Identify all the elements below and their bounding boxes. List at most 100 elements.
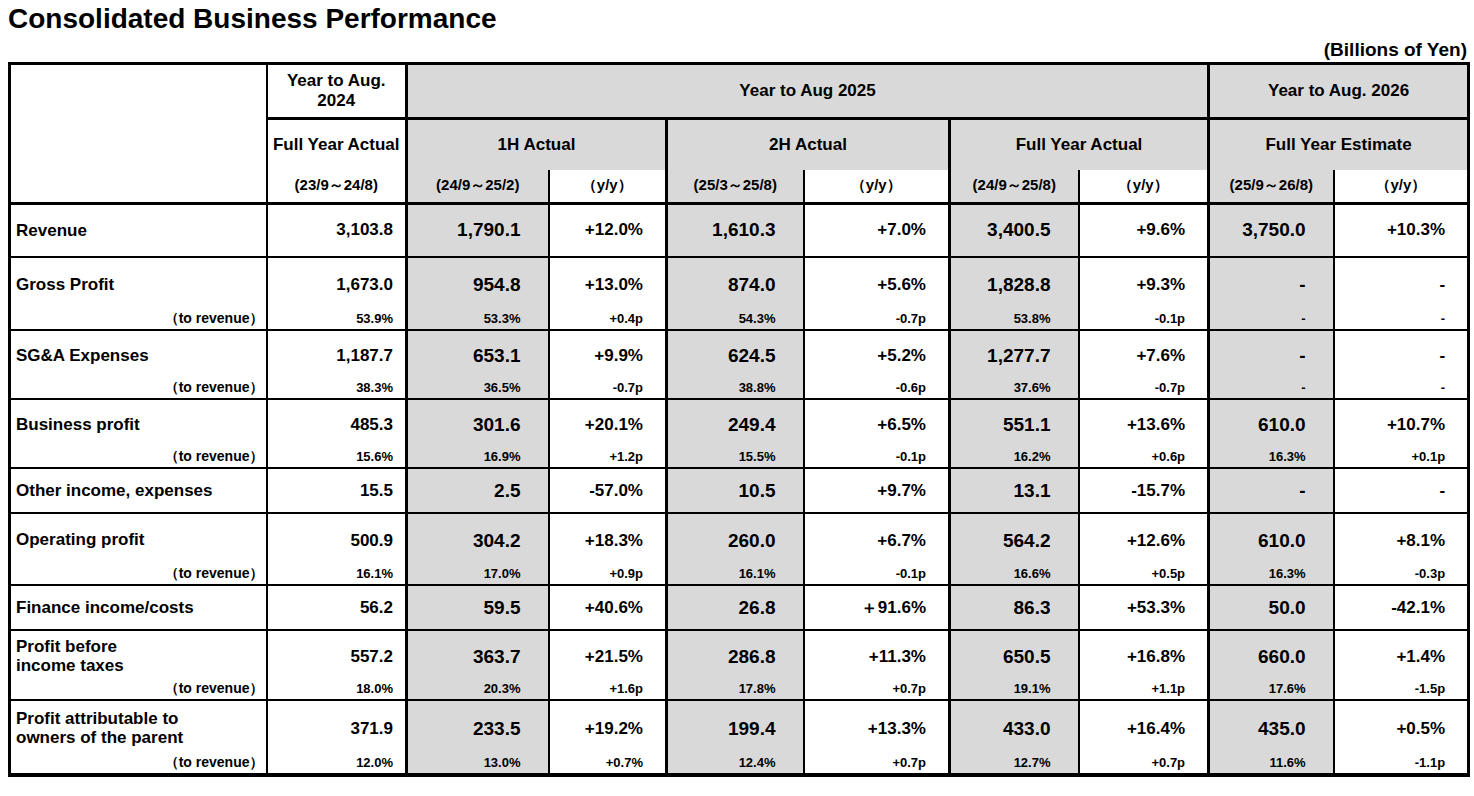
- cell-sub-value: +0.9p: [550, 567, 644, 584]
- cell-profit-before-income-taxes-fy2024: 557.218.0%: [267, 630, 407, 700]
- row-title: SG&A Expenses: [11, 331, 266, 380]
- cell-sub-value: 53.9%: [268, 312, 394, 329]
- row-label-revenue: Revenue: [10, 203, 267, 257]
- cell-sub-value: 16.6%: [951, 567, 1051, 584]
- cell-value: -: [1335, 331, 1446, 381]
- cell-profit-before-income-taxes-2h-yy: +11.3%+0.7p: [804, 630, 950, 700]
- cell-sg-a-expenses-fy-yy: +7.6%-0.7p: [1079, 330, 1209, 399]
- cell-business-profit-fy2024: 485.315.6%: [267, 399, 407, 468]
- cell-value: 1,673.0: [268, 258, 394, 312]
- cell-sub-value: -0.7p: [805, 312, 927, 329]
- period-fy: (24/9～25/8): [950, 170, 1079, 203]
- period-1h: (24/9～25/2): [407, 170, 549, 203]
- cell-sg-a-expenses-1h-yy: +9.9%-0.7p: [549, 330, 667, 399]
- header-year-2026: Year to Aug. 2026: [1209, 63, 1469, 118]
- cell-sub-value: -0.1p: [1080, 312, 1186, 329]
- cell-operating-profit-fy2024: 500.916.1%: [267, 513, 407, 585]
- cell-gross-profit-fy2024: 1,673.053.9%: [267, 257, 407, 330]
- cell-sub-value: 38.8%: [668, 381, 776, 398]
- cell-value: 199.4: [668, 701, 776, 756]
- cell-value: +16.8%: [1080, 631, 1186, 682]
- cell-sub-value: 16.1%: [268, 567, 394, 584]
- row-label-profit-attributable-to-owners-of-the-parent: Profit attributable to owners of the par…: [10, 700, 267, 775]
- header-2h-actual: 2H Actual: [667, 118, 950, 170]
- cell-sub-value: 53.3%: [408, 312, 521, 329]
- cell-value: -: [1210, 469, 1306, 512]
- header-fy-estimate: Full Year Estimate: [1209, 118, 1469, 170]
- cell-sub-value: +0.7p: [1080, 756, 1186, 773]
- cell-value: +9.6%: [1080, 205, 1186, 257]
- cell-sub-value: 37.6%: [951, 381, 1051, 398]
- cell-value: 954.8: [408, 258, 521, 312]
- cell-sub-value: 16.9%: [408, 450, 521, 467]
- cell-value: +0.5%: [1335, 701, 1446, 756]
- cell-operating-profit-estimate-yy: +8.1%-0.3p: [1334, 513, 1469, 585]
- cell-business-profit-estimate: 610.016.3%: [1209, 399, 1334, 468]
- cell-sub-value: -: [1210, 312, 1306, 329]
- cell-value: +16.4%: [1080, 701, 1186, 756]
- cell-revenue-fy2024: 3,103.8: [267, 203, 407, 257]
- cell-sub-value: 53.8%: [951, 312, 1051, 329]
- cell-value: 610.0: [1210, 514, 1306, 567]
- cell-value: 1,610.3: [668, 205, 776, 257]
- cell-value: +6.5%: [805, 400, 927, 450]
- cell-sub-value: 16.3%: [1210, 567, 1306, 584]
- period-2h-yy: （y/y）: [804, 170, 950, 203]
- cell-gross-profit-fy-actual: 1,828.853.8%: [950, 257, 1079, 330]
- cell-value: 660.0: [1210, 631, 1306, 682]
- cell-sub-value: -: [1335, 381, 1446, 398]
- cell-sub-value: -1.5p: [1335, 682, 1446, 699]
- cell-sub-value: 16.2%: [951, 450, 1051, 467]
- cell-sub-value: 13.0%: [408, 756, 521, 773]
- cell-other-income-expenses-estimate: -: [1209, 468, 1334, 513]
- cell-other-income-expenses-estimate-yy: -: [1334, 468, 1469, 513]
- cell-value: 13.1: [951, 469, 1051, 512]
- cell-revenue-1h-actual: 1,790.1: [407, 203, 549, 257]
- cell-value: 10.5: [668, 469, 776, 512]
- cell-sg-a-expenses-fy-actual: 1,277.737.6%: [950, 330, 1079, 399]
- cell-value: +11.3%: [805, 631, 927, 682]
- table-row-operating-profit: Operating profit（to revenue）500.916.1%30…: [10, 513, 1469, 585]
- cell-value: +8.1%: [1335, 514, 1446, 567]
- row-label-gross-profit: Gross Profit（to revenue）: [10, 257, 267, 330]
- cell-sub-value: 16.1%: [668, 567, 776, 584]
- cell-business-profit-fy-yy: +13.6%+0.6p: [1079, 399, 1209, 468]
- row-title: Business profit: [11, 400, 266, 449]
- cell-value: -: [1335, 469, 1446, 512]
- cell-profit-attributable-to-owners-of-the-parent-2h-yy: +13.3%+0.7p: [804, 700, 950, 775]
- cell-profit-attributable-to-owners-of-the-parent-1h-yy: +19.2%+0.7%: [549, 700, 667, 775]
- cell-value: 1,790.1: [408, 205, 521, 257]
- cell-sub-value: -0.7p: [1080, 381, 1186, 398]
- cell-sub-value: +0.4p: [550, 312, 644, 329]
- to-revenue-label: （to revenue）: [11, 681, 266, 699]
- cell-value: +19.2%: [550, 701, 644, 756]
- cell-other-income-expenses-1h-actual: 2.5: [407, 468, 549, 513]
- cell-other-income-expenses-2h-actual: 10.5: [667, 468, 804, 513]
- cell-finance-income-costs-2h-yy: ＋91.6%: [804, 585, 950, 630]
- row-label-sg-a-expenses: SG&A Expenses（to revenue）: [10, 330, 267, 399]
- cell-sub-value: +0.7%: [550, 756, 644, 773]
- cell-sub-value: +0.1p: [1335, 450, 1446, 467]
- cell-value: +9.9%: [550, 331, 644, 381]
- period-2h: (25/3～25/8): [667, 170, 804, 203]
- cell-value: 286.8: [668, 631, 776, 682]
- cell-sub-value: +0.5p: [1080, 567, 1186, 584]
- period-1h-yy: （y/y）: [549, 170, 667, 203]
- cell-other-income-expenses-1h-yy: -57.0%: [549, 468, 667, 513]
- table-row-business-profit: Business profit（to revenue）485.315.6%301…: [10, 399, 1469, 468]
- cell-value: 650.5: [951, 631, 1051, 682]
- cell-sub-value: 11.6%: [1210, 756, 1306, 773]
- row-title: Other income, expenses: [11, 469, 266, 512]
- cell-value: ＋91.6%: [805, 586, 927, 629]
- cell-sub-value: +1.1p: [1080, 682, 1186, 699]
- cell-value: +10.3%: [1335, 205, 1446, 257]
- cell-sub-value: 12.4%: [668, 756, 776, 773]
- header-year-2025: Year to Aug 2025: [407, 63, 1209, 118]
- cell-value: +10.7%: [1335, 400, 1446, 450]
- to-revenue-label: （to revenue）: [11, 755, 266, 773]
- cell-value: -: [1210, 331, 1306, 381]
- performance-table: Year to Aug. 2024 Year to Aug 2025 Year …: [8, 62, 1470, 778]
- cell-profit-before-income-taxes-fy-yy: +16.8%+1.1p: [1079, 630, 1209, 700]
- cell-value: -: [1335, 258, 1446, 312]
- cell-value: 624.5: [668, 331, 776, 381]
